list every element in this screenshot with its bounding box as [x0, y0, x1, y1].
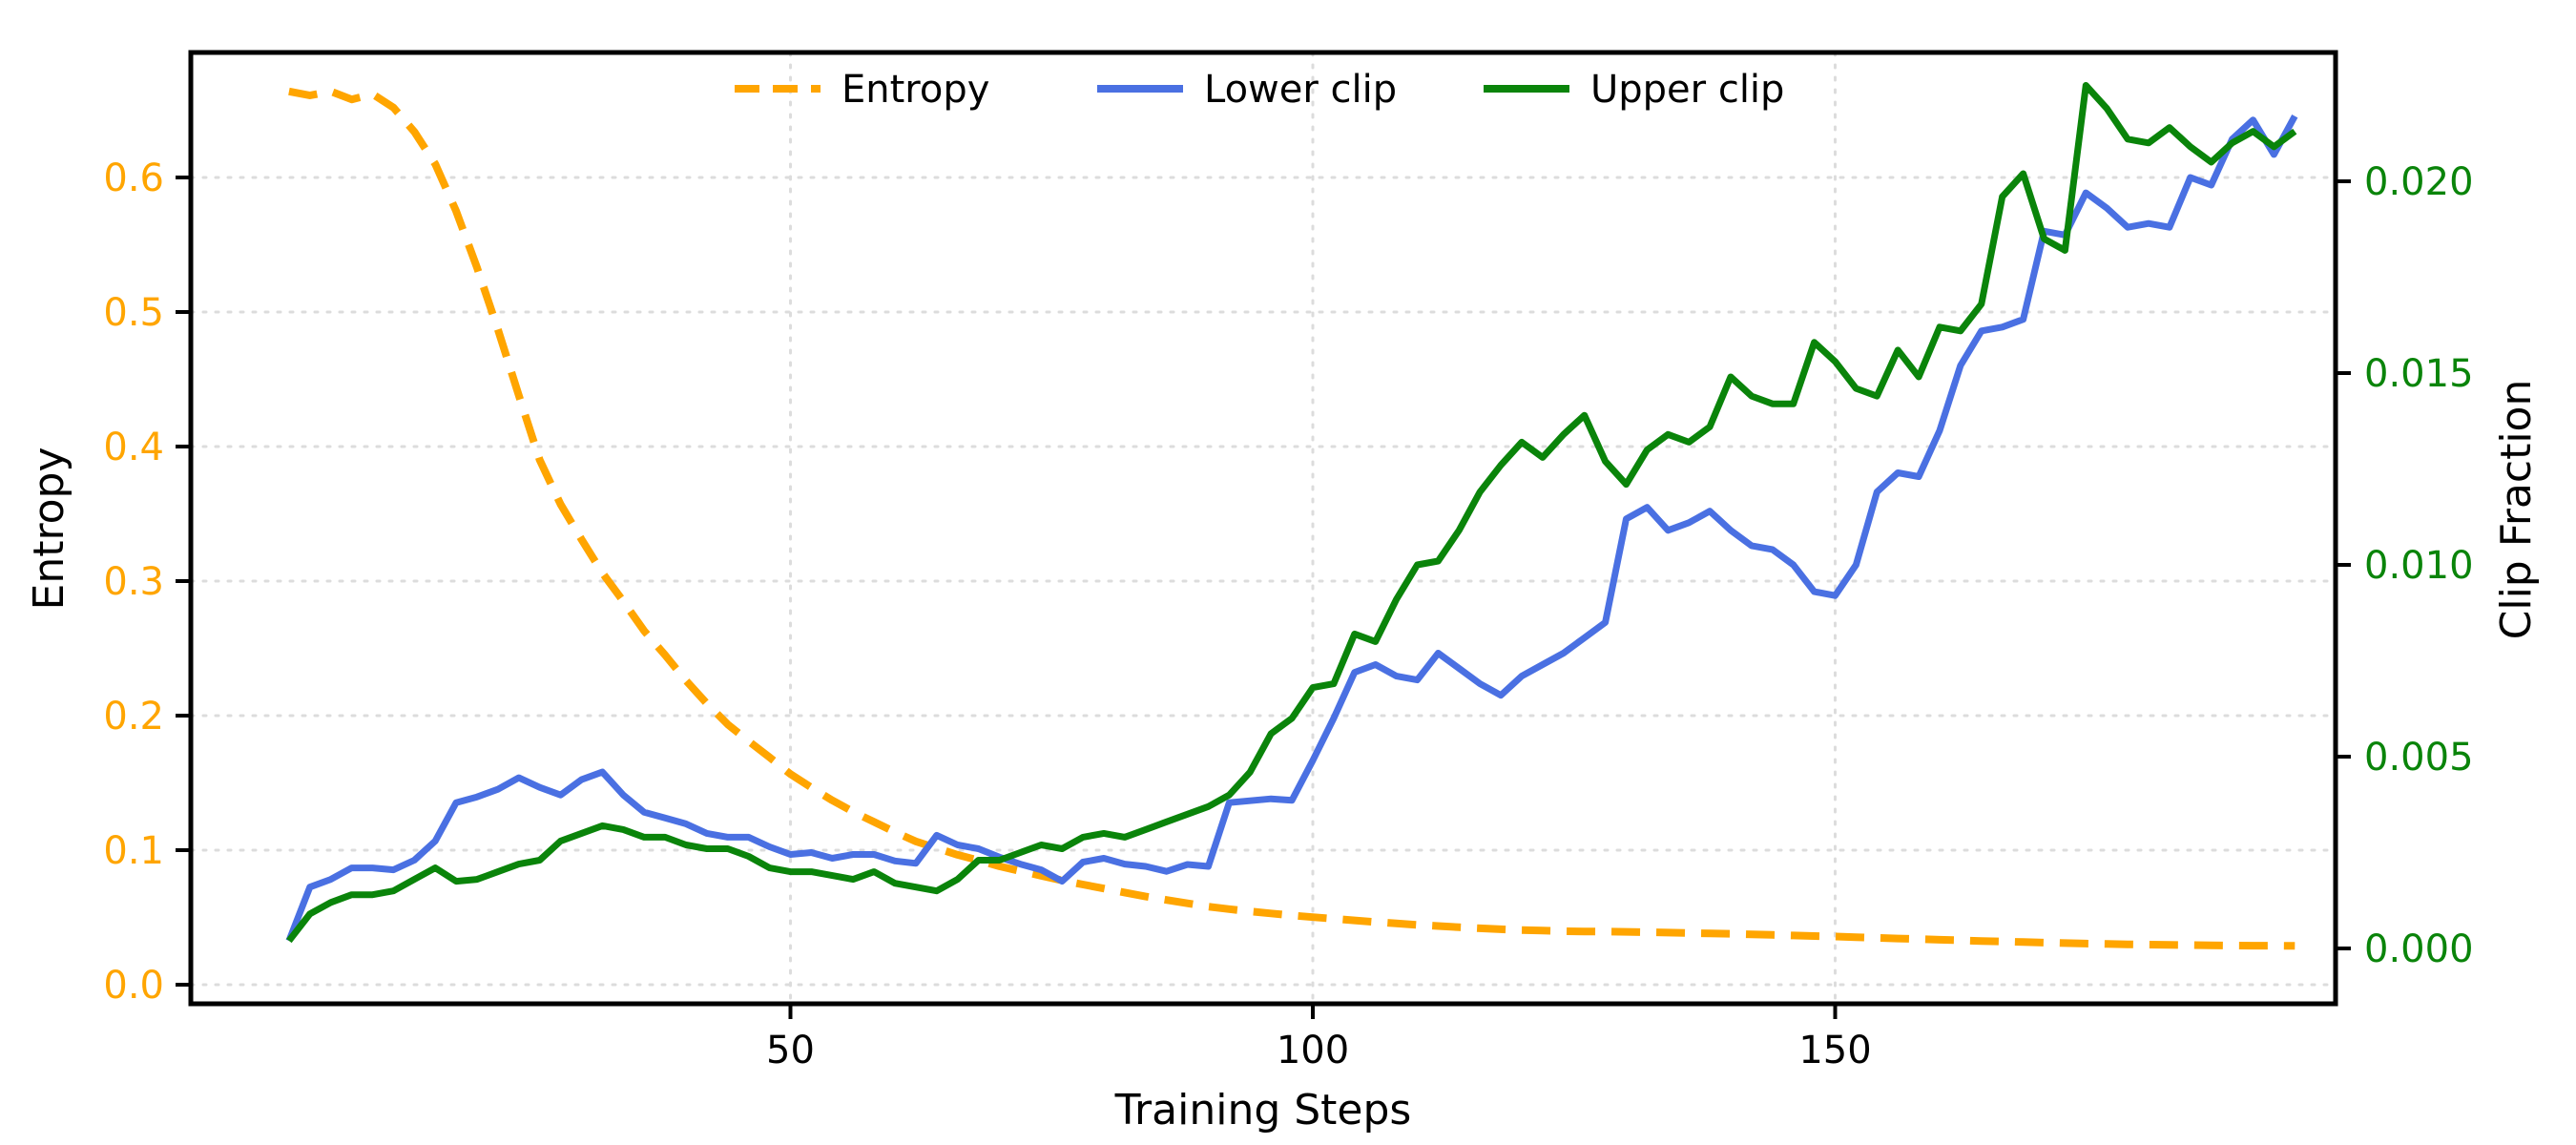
legend-label: Entropy — [841, 68, 989, 112]
legend-item-entropy: Entropy — [735, 68, 989, 112]
left-tick-label: 0.1 — [103, 829, 164, 873]
left-tick-label: 0.4 — [103, 426, 164, 469]
right-tick-label: 0.020 — [2364, 160, 2474, 204]
right-tick-label: 0.015 — [2364, 352, 2474, 396]
left-tick-label: 0.0 — [103, 964, 164, 1008]
legend-label: Upper clip — [1590, 68, 1784, 112]
legend-item-lower-clip: Lower clip — [1097, 68, 1397, 112]
left-tick-label: 0.3 — [103, 560, 164, 604]
x-tick-label: 100 — [1277, 1029, 1349, 1072]
right-tick-label: 0.000 — [2364, 927, 2474, 971]
left-tick-label: 0.5 — [103, 291, 164, 335]
legend: Entropy Lower clip Upper clip — [735, 68, 1784, 112]
series-lower-clip — [285, 114, 2298, 943]
axes: 0.0 0.1 0.2 0.3 0.4 0.5 0.6 0.000 0.005 0.010 0.01… — [103, 50, 2474, 1072]
left-tick-label: 0.2 — [103, 695, 164, 739]
left-tick-label: 0.6 — [103, 156, 164, 200]
right-tick-label: 0.005 — [2364, 736, 2474, 780]
x-tick-label: 50 — [766, 1029, 815, 1072]
legend-label: Lower clip — [1204, 68, 1397, 112]
series-upper-clip — [286, 82, 2297, 944]
plot-border — [188, 50, 2338, 1007]
left-axis-label: Entropy — [25, 448, 73, 611]
right-tick-label: 0.010 — [2364, 544, 2474, 588]
data-series — [285, 82, 2298, 950]
x-axis-label: Training Steps — [1114, 1086, 1412, 1135]
right-axis-label: Clip Fraction — [2492, 380, 2541, 640]
legend-item-upper-clip: Upper clip — [1484, 68, 1784, 112]
x-tick-label: 150 — [1798, 1029, 1871, 1072]
